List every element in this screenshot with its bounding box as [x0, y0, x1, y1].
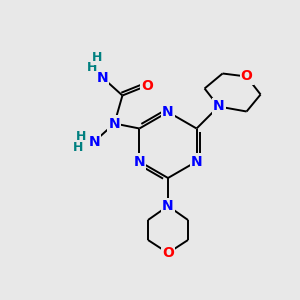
Text: O: O [142, 79, 153, 92]
Text: H: H [87, 61, 98, 74]
Text: N: N [162, 105, 174, 119]
Text: N: N [162, 199, 174, 213]
Text: N: N [213, 100, 224, 113]
Text: N: N [191, 154, 203, 169]
Text: O: O [162, 246, 174, 260]
Text: N: N [213, 100, 224, 113]
Text: H: H [76, 130, 87, 143]
Text: N: N [97, 70, 108, 85]
Text: H: H [73, 141, 84, 154]
Text: N: N [88, 134, 100, 148]
Text: N: N [134, 154, 145, 169]
Text: H: H [92, 51, 103, 64]
Text: O: O [241, 70, 253, 83]
Text: N: N [162, 199, 174, 213]
Text: N: N [109, 116, 120, 130]
